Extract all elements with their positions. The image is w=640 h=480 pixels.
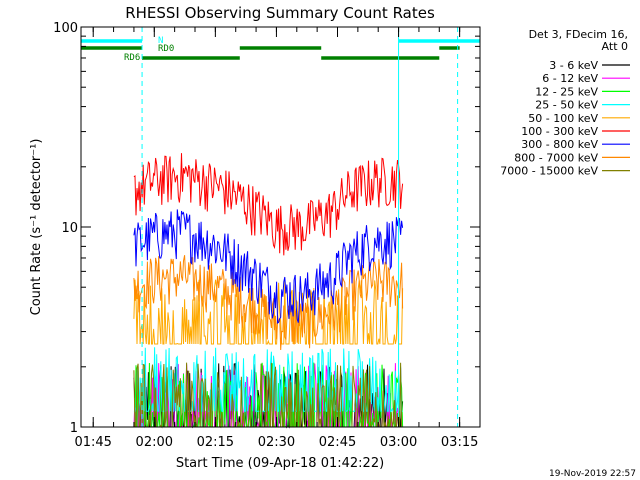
x-tick-label: 02:15	[197, 435, 234, 450]
series-trace	[133, 255, 404, 351]
x-tick-label: 02:30	[258, 435, 295, 450]
x-tick-label: 01:45	[74, 435, 111, 450]
legend-label: 800 - 7000 keV	[514, 151, 598, 164]
y-axis-label: Count Rate (s⁻¹ detector⁻¹)	[29, 139, 44, 316]
legend-label: 3 - 6 keV	[549, 59, 598, 72]
x-axis-label: Start Time (09-Apr-18 01:42:22)	[176, 456, 384, 471]
status-label: RD0	[158, 44, 174, 54]
series-trace	[133, 279, 404, 345]
series-trace	[133, 362, 403, 429]
date-stamp: 19-Nov-2019 22:57	[549, 469, 636, 479]
legend-label: 300 - 800 keV	[521, 138, 598, 151]
status-label: N	[158, 36, 163, 46]
y-tick-label: 10	[61, 221, 78, 236]
legend-label: 25 - 50 keV	[535, 99, 598, 112]
legend-header-line2: Att 0	[602, 40, 628, 53]
chart-title: RHESSI Observing Summary Count Rates	[125, 4, 435, 22]
x-tick-label: 03:00	[380, 435, 417, 450]
y-tick-label: 100	[53, 21, 78, 36]
y-tick-label: 1	[70, 421, 78, 436]
legend-label: 6 - 12 keV	[542, 72, 598, 85]
legend-label: 100 - 300 keV	[521, 125, 598, 138]
legend-label: 12 - 25 keV	[535, 85, 598, 98]
series-trace	[133, 153, 404, 256]
x-tick-label: 02:45	[319, 435, 356, 450]
legend-label: 7000 - 15000 keV	[500, 165, 598, 178]
series-traces	[133, 153, 404, 429]
x-tick-label: 02:00	[136, 435, 173, 450]
legend-header-line1: Det 3, FDecim 16,	[529, 28, 628, 41]
y-axis: 1 10 100	[53, 21, 480, 436]
x-tick-label: 03:15	[441, 435, 478, 450]
status-label: RD6	[124, 53, 140, 63]
x-axis: 01:45 02:00 02:15 02:30 02:45 03:00 03:15	[74, 27, 481, 450]
legend-label: 50 - 100 keV	[528, 112, 598, 125]
series-trace	[133, 209, 404, 324]
